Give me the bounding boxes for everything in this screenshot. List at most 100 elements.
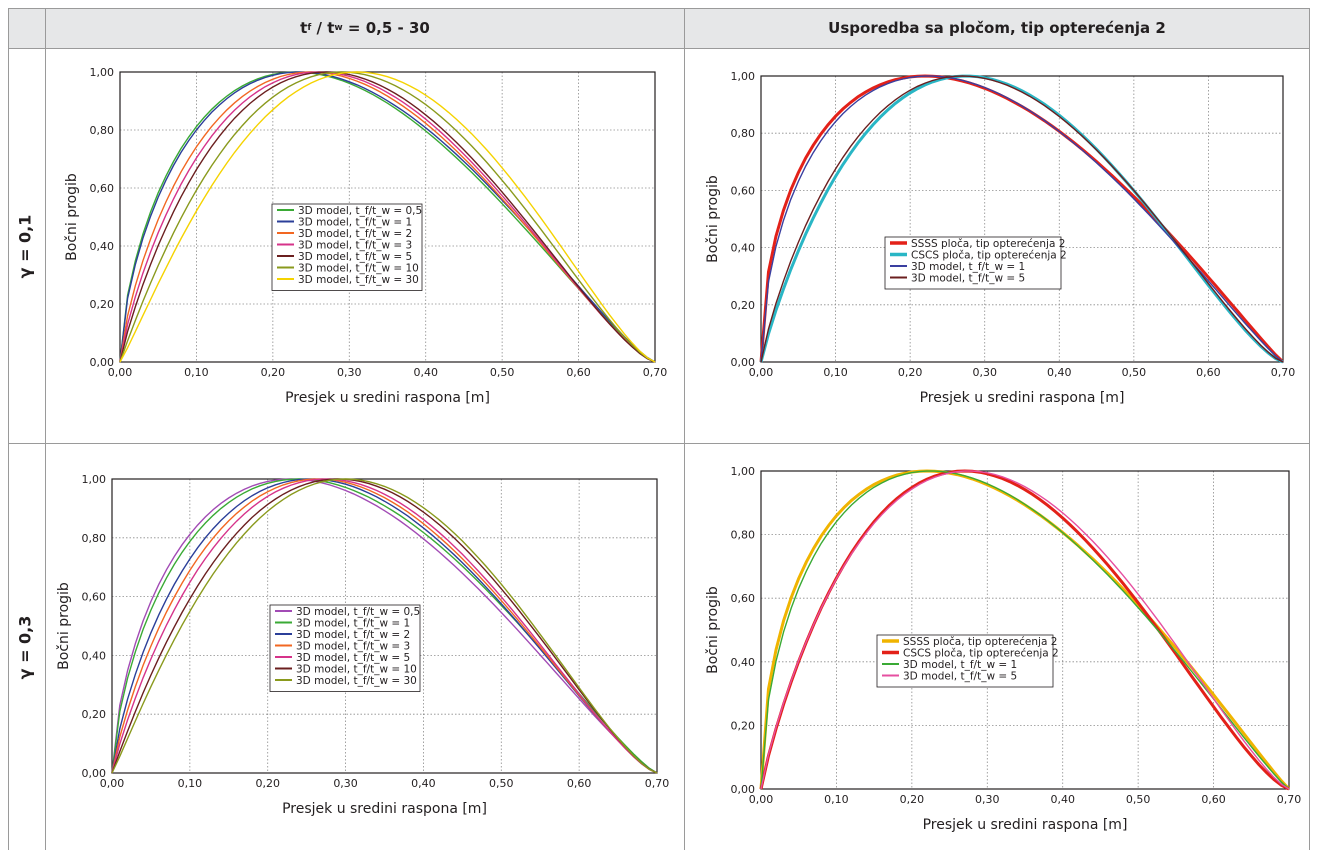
- series-line: [759, 74, 1284, 364]
- plot-frame: [760, 470, 1290, 790]
- border-right: [1309, 8, 1310, 850]
- series-line: [760, 470, 1290, 790]
- chart-gamma-03-ratio: 0,00 0,10 0,20 0,30 0,40 0,50 0,60 0,70 0,00 0,20…: [56, 473, 669, 817]
- y-tick-label: 0,20: [731, 299, 756, 312]
- x-tick-label: 0,20: [900, 793, 925, 806]
- y-tick-label: 0,00: [82, 767, 107, 780]
- y-tick-label: 1,00: [731, 70, 756, 83]
- x-tick-label: 0,30: [975, 793, 1000, 806]
- series-line: [759, 74, 1285, 364]
- header-left-sub-w: w: [334, 23, 343, 33]
- x-tick-label: 0,30: [337, 366, 362, 379]
- x-tick-label: 0,40: [411, 777, 436, 790]
- series-line: [759, 469, 1290, 791]
- legend-label: 3D model, t_f/t_w = 5: [298, 251, 412, 263]
- y-tick-label: 0,80: [731, 127, 756, 140]
- x-tick-label: 0,60: [1196, 366, 1221, 379]
- series-line: [111, 478, 658, 774]
- x-tick-label: 0,50: [1126, 793, 1151, 806]
- y-tick-label: 1,00: [731, 465, 756, 478]
- header-left-t: t: [300, 19, 308, 37]
- x-tick-label: 0,40: [413, 366, 438, 379]
- row-label-1: γ = 0,1: [6, 49, 44, 443]
- legend-box: [271, 203, 423, 291]
- x-tick-label: 0,00: [100, 777, 125, 790]
- y-tick-label: 0,60: [731, 184, 756, 197]
- chart-gamma-01-ratio: 0,00 0,10 0,20 0,30 0,40 0,50 0,60 0,70 0,00 0,20…: [64, 66, 667, 406]
- series-line: [111, 478, 658, 774]
- y-tick-label: 0,20: [82, 708, 107, 721]
- legend-label: 3D model, t_f/t_w = 10: [296, 664, 417, 676]
- legend-label: CSCS ploča, tip opterećenja 2: [903, 648, 1059, 660]
- x-tick-label: 0,10: [184, 366, 209, 379]
- x-axis-label: Presjek u sredini raspona [m]: [920, 390, 1125, 406]
- series-line: [111, 478, 658, 774]
- border-left: [8, 8, 9, 850]
- legend-label: 3D model, t_f/t_w = 1: [903, 659, 1017, 671]
- legend-label: SSSS ploča, tip opterećenja 2: [903, 636, 1057, 648]
- y-axis-label: Bočni progib: [705, 586, 721, 674]
- y-tick-label: 1,00: [90, 66, 115, 79]
- y-tick-label: 0,60: [731, 592, 756, 605]
- x-tick-label: 0,30: [972, 366, 997, 379]
- legend-label: 3D model, t_f/t_w = 3: [296, 641, 410, 653]
- row-label-2-text: γ = 0,3: [15, 615, 35, 679]
- y-tick-label: 0,80: [90, 124, 115, 137]
- x-tick-label: 0,50: [490, 366, 514, 379]
- legend-label: 3D model, t_f/t_w = 2: [296, 629, 410, 641]
- legend-label: 3D model, t_f/t_w = 3: [298, 240, 412, 252]
- y-axis-label: Bočni progib: [64, 173, 80, 261]
- header-left-rest: = 0,5 - 30: [342, 19, 430, 37]
- series-line: [119, 71, 656, 363]
- legend-label: 3D model, t_f/t_w = 1: [296, 618, 410, 630]
- legend-label: 3D model, t_f/t_w = 2: [298, 228, 412, 240]
- y-axis-label: Bočni progib: [705, 175, 721, 263]
- legend-label: 3D model, t_f/t_w = 5: [903, 671, 1017, 683]
- border-col2: [684, 8, 685, 850]
- y-tick-label: 0,40: [731, 242, 756, 255]
- series-line: [119, 71, 656, 363]
- y-tick-label: 0,20: [731, 719, 756, 732]
- x-tick-label: 0,50: [1122, 366, 1147, 379]
- x-tick-label: 0,50: [489, 777, 514, 790]
- y-tick-label: 0,40: [82, 649, 107, 662]
- header-right-text: Usporedba sa pločom, tip opterećenja 2: [828, 19, 1166, 37]
- border-top: [8, 8, 1309, 9]
- series-line: [760, 75, 1284, 363]
- y-tick-label: 0,40: [731, 656, 756, 669]
- row-label-2: γ = 0,3: [6, 444, 44, 850]
- legend-label: 3D model, t_f/t_w = 0,5: [296, 606, 420, 618]
- x-axis-label: Presjek u sredini raspona [m]: [923, 817, 1128, 833]
- legend-label: 3D model, t_f/t_w = 0,5: [298, 205, 422, 217]
- border-row-middle: [8, 443, 1309, 444]
- legend-box: [269, 604, 421, 692]
- legend-label: 3D model, t_f/t_w = 10: [298, 263, 419, 275]
- plot-frame: [760, 75, 1284, 363]
- legend-label: 3D model, t_f/t_w = 30: [296, 675, 417, 687]
- legend-label: 3D model, t_f/t_w = 1: [298, 217, 412, 229]
- y-tick-label: 0,80: [82, 532, 107, 545]
- border-col1: [45, 8, 46, 850]
- series-line: [111, 478, 658, 774]
- border-header-bottom: [8, 48, 1309, 49]
- x-axis-label: Presjek u sredini raspona [m]: [285, 390, 490, 406]
- series-line: [760, 75, 1284, 363]
- series-line: [119, 71, 656, 363]
- plot-frame: [111, 478, 658, 774]
- x-tick-label: 0,10: [823, 366, 848, 379]
- series-line: [111, 478, 658, 774]
- series-line: [759, 469, 1291, 791]
- y-tick-label: 1,00: [82, 473, 107, 486]
- y-tick-label: 0,00: [731, 356, 756, 369]
- x-tick-label: 0,00: [749, 366, 774, 379]
- x-tick-label: 0,70: [1271, 366, 1296, 379]
- y-tick-label: 0,40: [90, 240, 115, 253]
- x-tick-label: 0,60: [566, 366, 591, 379]
- header-left-sub-f: f: [307, 23, 312, 33]
- x-tick-label: 0,00: [108, 366, 133, 379]
- header-right: Usporedba sa pločom, tip opterećenja 2: [685, 8, 1309, 48]
- legend-box: [876, 634, 1054, 688]
- legend-box: [884, 236, 1062, 290]
